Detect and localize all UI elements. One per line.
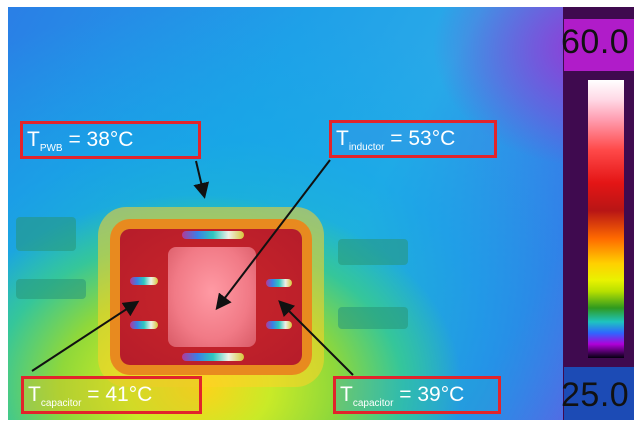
callout-subscript: capacitor [352,397,394,409]
board-pad [338,307,408,329]
inductor-component [120,229,302,365]
callout-symbol: T [28,383,41,406]
callout-symbol: T [27,128,40,151]
callout-symbol: T [336,127,349,150]
terminal-stripe [130,277,158,285]
callout-subscript: inductor [348,141,385,153]
arrow-capacitor-left [31,300,140,372]
board-pad [16,279,86,299]
temperature-colorbar [588,80,624,358]
arrow-capacitor-right [278,300,354,376]
callout-value: = 38°C [62,128,134,151]
callout-symbol: T [340,383,353,406]
scale-min-value: 25.0 [561,376,630,414]
callout-subscript: PWB [39,142,63,154]
inductor-core [168,247,256,347]
callout-subscript: capacitor [40,397,82,409]
board-pad [338,239,408,265]
scale-max-value: 60.0 [561,23,630,61]
scale-min-box [564,367,634,420]
terminal-stripe [130,321,158,329]
callout-value: = 39°C [393,383,465,406]
terminal-stripe [266,279,292,287]
callout-value: = 41°C [81,383,153,406]
terminal-stripe [182,353,244,361]
scale-max-box [564,19,634,71]
callout-arrows [31,159,354,376]
terminal-stripe [266,321,292,329]
arrow-inductor [215,159,331,311]
board-pad [16,217,76,251]
callout-value: = 53°C [384,127,456,150]
arrow-pwb [193,160,210,199]
callout-pwb-temperature: T PWB = 38°C [20,121,201,159]
terminal-stripe [182,231,244,239]
